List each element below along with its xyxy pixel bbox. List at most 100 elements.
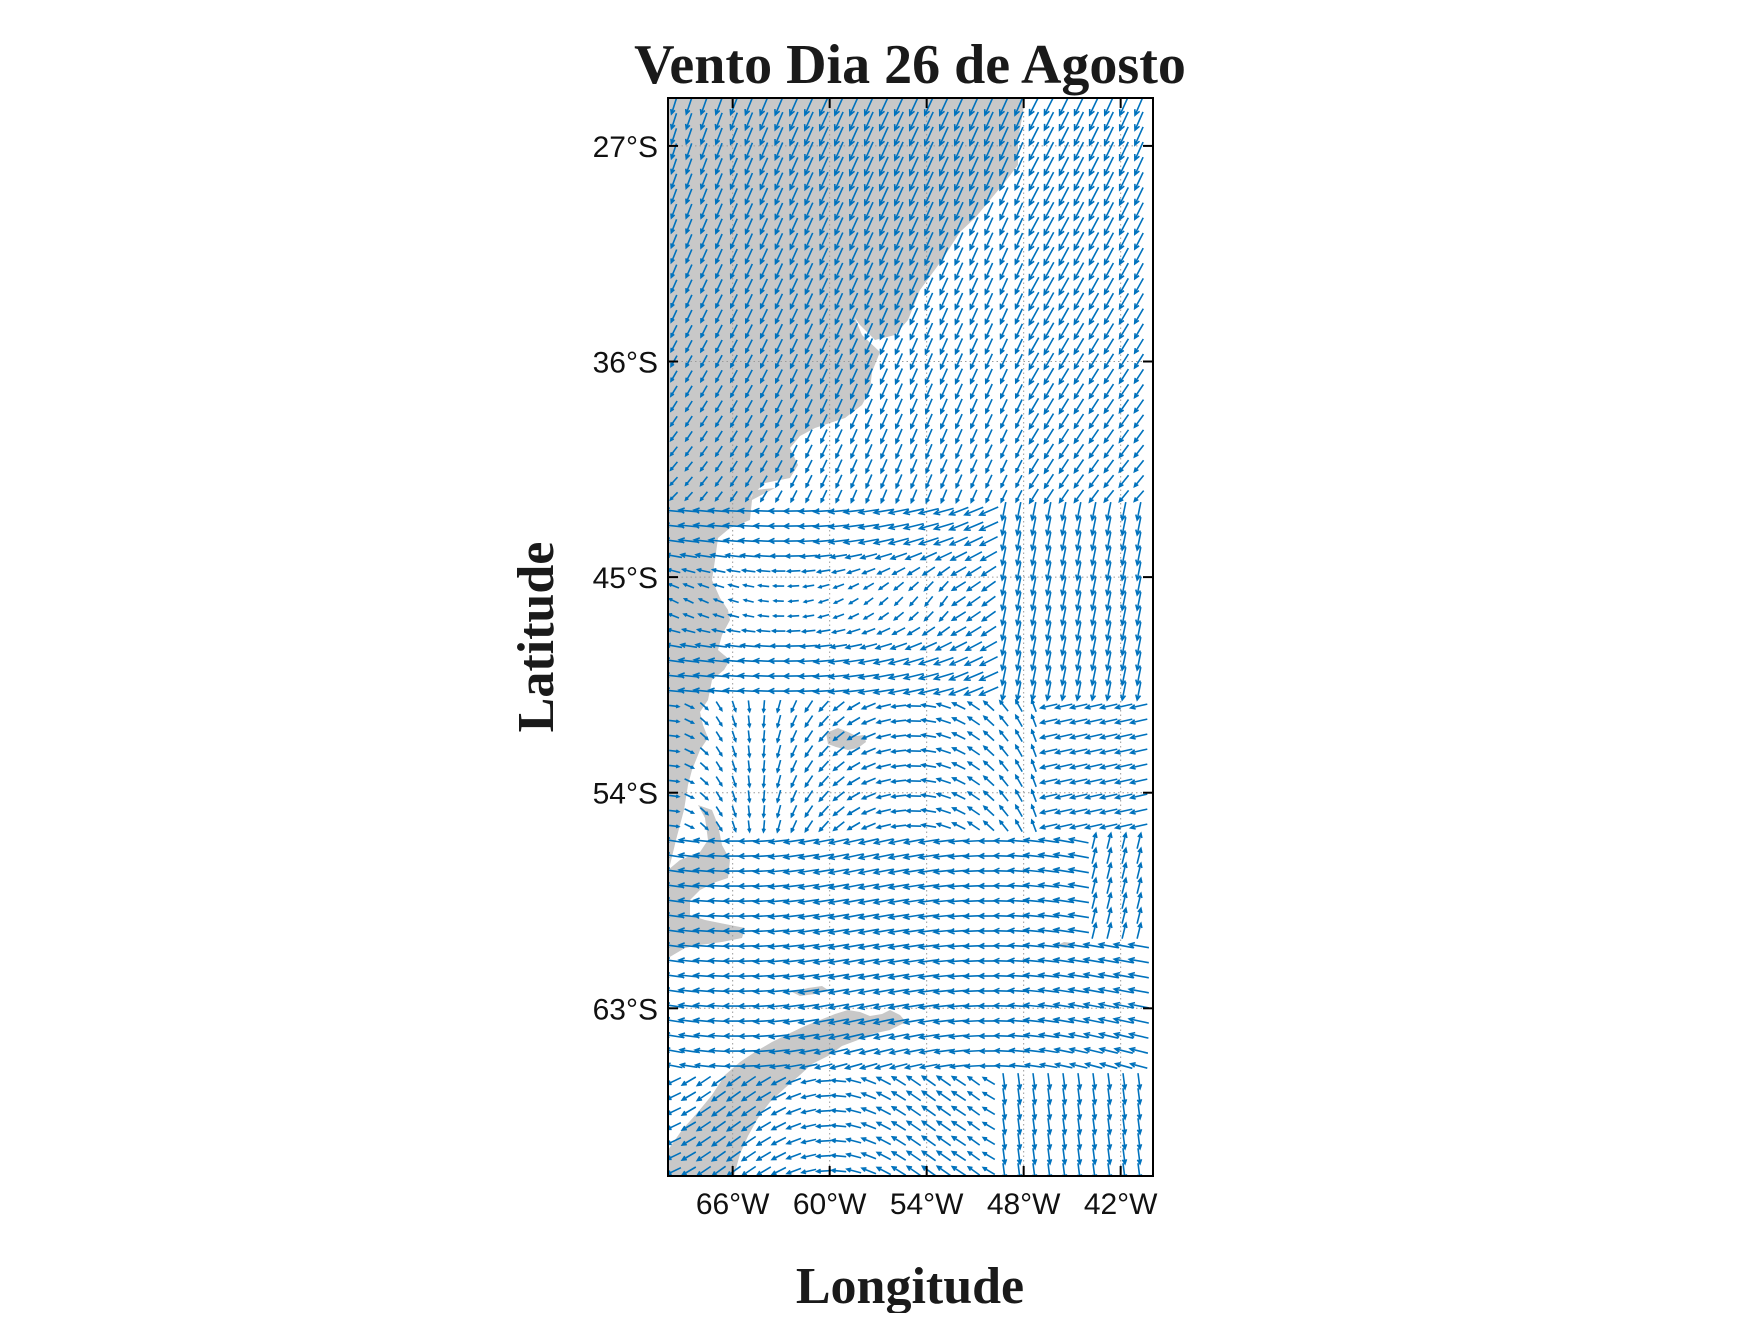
wind-arrow <box>819 202 829 222</box>
wind-arrow <box>1014 187 1024 207</box>
x-tick-label: 54°W <box>890 1188 964 1221</box>
wind-arrow <box>782 853 805 860</box>
wind-arrow <box>1028 261 1040 282</box>
wind-arrow <box>984 262 994 281</box>
wind-arrow <box>904 793 922 799</box>
wind-arrow <box>984 277 994 296</box>
wind-arrow <box>1120 651 1127 672</box>
wind-arrow <box>893 98 904 117</box>
wind-arrow <box>864 277 874 296</box>
wind-arrow <box>1015 399 1023 415</box>
wind-arrow <box>835 413 843 430</box>
wind-arrow <box>1028 186 1040 207</box>
wind-arrow <box>894 231 904 252</box>
wind-arrow <box>969 398 978 415</box>
wind-arrow <box>669 491 679 502</box>
wind-arrow <box>1052 927 1075 934</box>
wind-arrow <box>744 142 754 161</box>
wind-arrow <box>1135 561 1142 582</box>
wind-arrow <box>767 838 789 845</box>
wind-arrow <box>755 568 771 574</box>
wind-arrow <box>834 292 844 311</box>
wind-arrow <box>804 293 814 311</box>
wind-arrow <box>1058 458 1070 475</box>
wind-arrow <box>887 853 909 861</box>
wind-arrow <box>1058 277 1070 296</box>
wind-arrow <box>1112 971 1134 979</box>
wind-arrow <box>1014 232 1024 251</box>
wind-arrow <box>978 521 999 532</box>
wind-arrow <box>1106 861 1113 879</box>
wind-arrow <box>805 383 813 400</box>
wind-arrow <box>954 186 964 207</box>
wind-arrow <box>917 1033 939 1040</box>
wind-arrow <box>832 613 845 619</box>
wind-arrow <box>783 1048 804 1055</box>
wind-arrow <box>1075 606 1082 627</box>
wind-arrow <box>893 596 904 607</box>
wind-arrow <box>1090 561 1097 582</box>
wind-arrow <box>1014 773 1023 787</box>
wind-arrow <box>999 323 1009 340</box>
wind-arrow <box>902 672 924 681</box>
wind-arrow <box>790 774 798 789</box>
wind-arrow <box>1097 941 1119 949</box>
wind-arrow <box>980 610 997 622</box>
wind-arrow <box>842 913 864 921</box>
wind-arrow <box>983 98 994 117</box>
wind-arrow <box>1000 651 1007 672</box>
wind-arrow <box>951 732 966 740</box>
wind-arrow <box>770 628 786 634</box>
wind-arrow <box>1135 606 1142 627</box>
wind-arrow <box>1028 111 1040 132</box>
wind-arrow <box>1000 398 1008 415</box>
wind-arrow <box>894 247 904 267</box>
wind-arrow <box>1060 651 1067 672</box>
wind-arrow <box>820 474 828 489</box>
wind-arrow <box>759 233 769 251</box>
wind-arrow <box>879 307 889 326</box>
wind-arrow <box>685 249 693 265</box>
wind-arrow <box>1120 666 1127 687</box>
wind-arrow <box>1001 1118 1008 1136</box>
wind-arrow <box>752 1033 774 1040</box>
wind-arrow <box>767 1018 789 1025</box>
wind-arrow <box>668 927 685 934</box>
wind-arrow <box>848 98 859 117</box>
wind-arrow <box>1133 429 1145 444</box>
wind-arrow <box>890 1105 907 1116</box>
wind-arrow <box>969 307 979 326</box>
wind-arrow <box>1052 866 1075 874</box>
wind-arrow <box>906 626 921 636</box>
wind-arrow <box>894 292 904 311</box>
wind-arrow <box>790 414 798 429</box>
south-georgia-island <box>1056 942 1072 948</box>
wind-arrow <box>939 216 949 237</box>
wind-arrow <box>829 1138 847 1144</box>
wind-arrow <box>893 171 904 192</box>
wind-arrow <box>1060 531 1067 552</box>
wind-arrow <box>1106 846 1113 864</box>
wind-arrow <box>804 232 814 251</box>
wind-arrow <box>887 883 910 891</box>
wind-arrow <box>804 262 814 281</box>
wind-arrow <box>835 474 843 489</box>
wind-arrow <box>684 370 693 383</box>
wind-arrow <box>879 201 889 222</box>
wind-arrow <box>998 111 1009 132</box>
wind-arrow <box>759 127 769 147</box>
wind-arrow <box>767 1033 789 1040</box>
wind-arrow <box>924 231 934 252</box>
wind-arrow <box>819 383 828 400</box>
wind-arrow <box>849 232 859 252</box>
wind-arrow <box>1014 156 1024 177</box>
wind-arrow <box>842 1018 864 1026</box>
wind-arrow <box>680 1121 697 1131</box>
wind-arrow <box>982 745 995 757</box>
wind-arrow <box>786 614 800 619</box>
wind-arrow <box>875 748 892 755</box>
wind-arrow <box>1103 459 1115 474</box>
wind-arrow <box>820 414 828 430</box>
wind-arrow <box>668 972 685 979</box>
wind-arrow <box>933 1048 954 1055</box>
